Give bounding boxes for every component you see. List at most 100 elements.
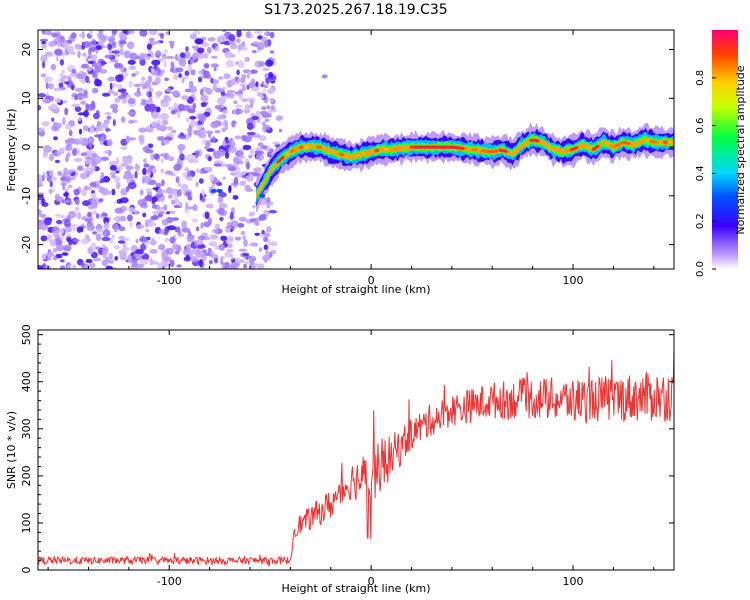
noise-speck [86, 66, 93, 72]
noise-speck [205, 87, 213, 95]
noise-speck [175, 67, 184, 73]
noise-speck [113, 245, 120, 250]
noise-speck [173, 74, 179, 81]
noise-speck [216, 181, 223, 187]
noise-speck [97, 62, 102, 67]
noise-speck [83, 109, 90, 118]
noise-speck [163, 139, 170, 145]
noise-speck [251, 49, 257, 54]
noise-speck [76, 73, 81, 78]
noise-speck [185, 117, 190, 123]
noise-speck [182, 51, 191, 59]
spectrogram-xtick-label: 100 [563, 274, 584, 287]
noise-speck [83, 186, 92, 191]
noise-speck [64, 139, 70, 144]
noise-speck [85, 258, 93, 264]
noise-speck [250, 148, 255, 156]
noise-speck [222, 30, 227, 33]
spectrogram-ytick-label: 10 [20, 91, 33, 105]
noise-speck [210, 63, 219, 68]
noise-speck [92, 200, 98, 209]
noise-speck [228, 185, 232, 194]
noise-speck [246, 122, 254, 131]
noise-speck [184, 70, 190, 76]
noise-speck [85, 57, 89, 63]
noise-speck [243, 263, 247, 269]
noise-speck [77, 50, 81, 59]
trace-speck [216, 188, 223, 193]
noise-speck [80, 262, 85, 267]
noise-speck [236, 30, 242, 38]
noise-speck [168, 194, 173, 199]
noise-speck [63, 219, 71, 228]
noise-speck [111, 223, 119, 231]
noise-speck [46, 256, 52, 261]
noise-speck [139, 244, 147, 251]
noise-speck [244, 56, 250, 63]
noise-speck [107, 43, 112, 50]
noise-speck [192, 218, 198, 223]
noise-speck [51, 117, 55, 122]
noise-speck [266, 124, 270, 131]
noise-speck [258, 61, 266, 67]
noise-speck [63, 244, 72, 252]
noise-speck [139, 236, 148, 243]
noise-speck [91, 210, 97, 215]
spectrogram-ytick-label: 20 [20, 43, 33, 57]
noise-speck [126, 41, 135, 50]
noise-speck [101, 259, 108, 267]
noise-speck [230, 43, 238, 50]
noise-speck [128, 119, 135, 124]
noise-speck [64, 191, 69, 198]
noise-speck [139, 52, 148, 58]
noise-speck [49, 189, 53, 195]
noise-speck [94, 155, 102, 164]
noise-speck [232, 156, 240, 164]
noise-speck [62, 172, 67, 178]
noise-speck [106, 115, 112, 120]
noise-speck [56, 220, 62, 224]
noise-speck [204, 211, 210, 220]
noise-speck [265, 59, 274, 67]
noise-speck [226, 243, 233, 249]
noise-speck [196, 124, 205, 129]
noise-speck [82, 125, 89, 132]
noise-speck [230, 172, 236, 176]
noise-speck [68, 211, 77, 219]
noise-speck [65, 175, 71, 184]
noise-speck [242, 144, 252, 151]
noise-speck [83, 89, 88, 97]
noise-speck [212, 229, 219, 234]
noise-speck [88, 141, 93, 149]
noise-speck [195, 226, 200, 232]
noise-speck [249, 257, 254, 265]
spectrogram-noise [38, 30, 283, 269]
noise-speck [64, 81, 70, 85]
noise-speck [216, 116, 224, 120]
noise-speck [60, 235, 64, 241]
snr-ytick-label: 300 [20, 418, 33, 439]
noise-speck [157, 187, 163, 196]
noise-speck [126, 164, 131, 172]
noise-speck [251, 115, 259, 121]
noise-speck [54, 159, 61, 164]
noise-speck [87, 211, 92, 218]
noise-speck [66, 80, 74, 87]
trace-peak [569, 146, 579, 152]
noise-speck [64, 226, 72, 233]
noise-speck [152, 214, 158, 219]
noise-speck [80, 100, 87, 105]
noise-speck [223, 119, 229, 125]
noise-speck [200, 102, 207, 108]
noise-speck [210, 121, 220, 129]
noise-speck [45, 233, 53, 242]
noise-speck [240, 155, 245, 159]
colorbar-label: Normalized spectral amplitude [734, 65, 747, 234]
noise-speck [148, 143, 154, 149]
noise-speck [44, 51, 54, 57]
noise-speck [239, 83, 247, 87]
noise-speck [234, 135, 242, 140]
noise-speck [126, 214, 133, 222]
noise-speck [261, 121, 267, 126]
